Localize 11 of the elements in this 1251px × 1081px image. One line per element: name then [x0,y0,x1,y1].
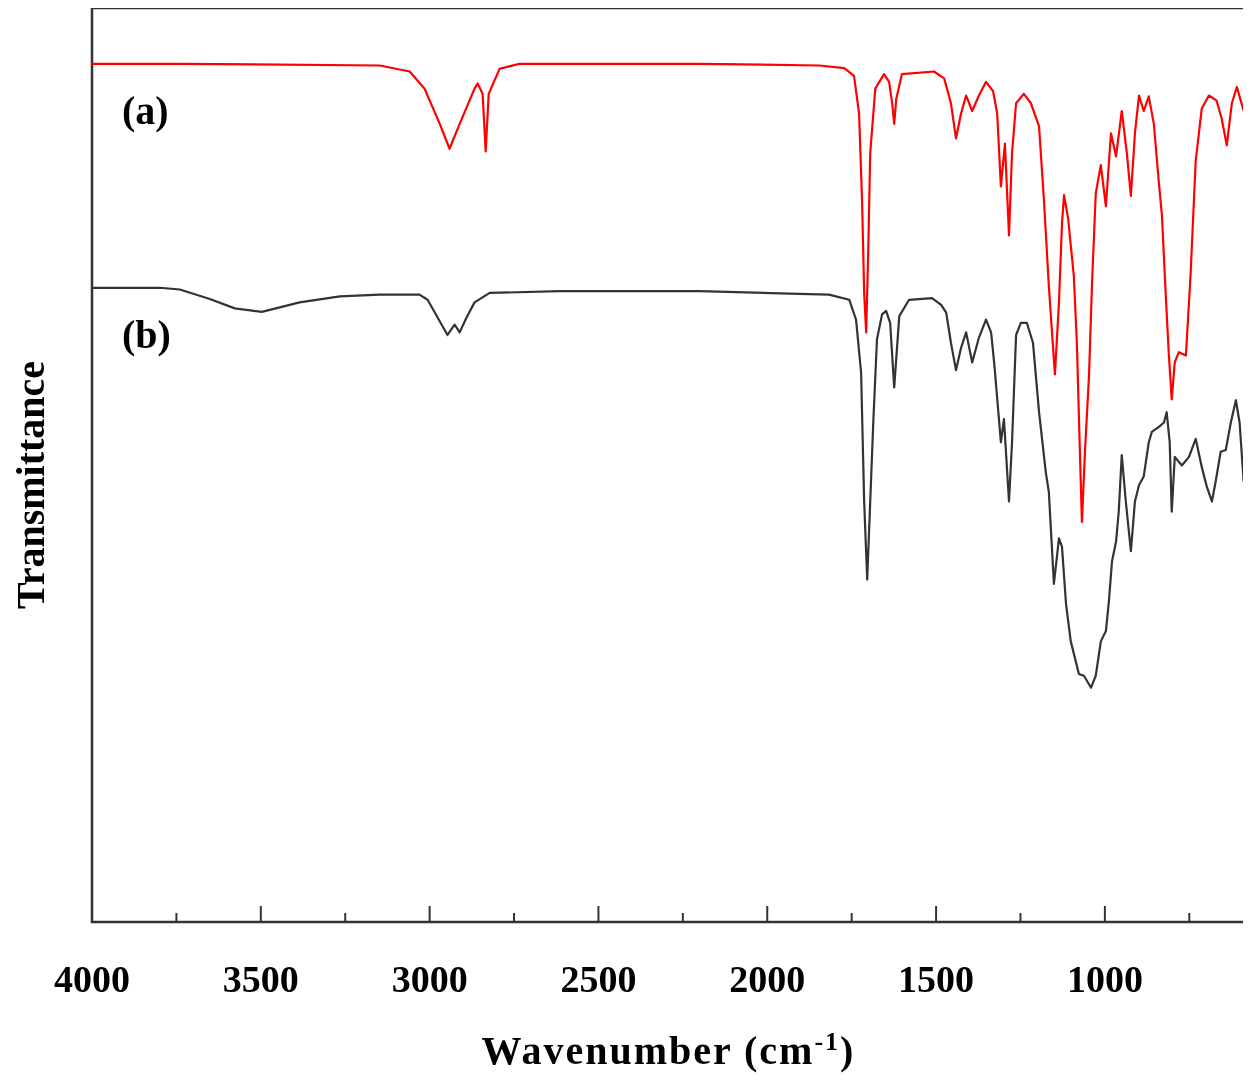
y-axis-title: Transmittance [8,360,53,610]
x-axis-title: Wavenumber (cm$^{-1}$) [481,1026,856,1073]
series-label: (b) [122,311,171,357]
x-tick-label: 3500 [222,958,299,1000]
x-tick-label: 1500 [898,958,975,1000]
x-tick-label: 1000 [1066,958,1143,1000]
x-tick-label: 2500 [560,958,637,1000]
x-tick-label: 3000 [391,958,468,1000]
series-label: (a) [122,87,169,133]
x-tick-label: 2000 [729,958,806,1000]
x-tick-label: 4000 [54,958,130,1000]
